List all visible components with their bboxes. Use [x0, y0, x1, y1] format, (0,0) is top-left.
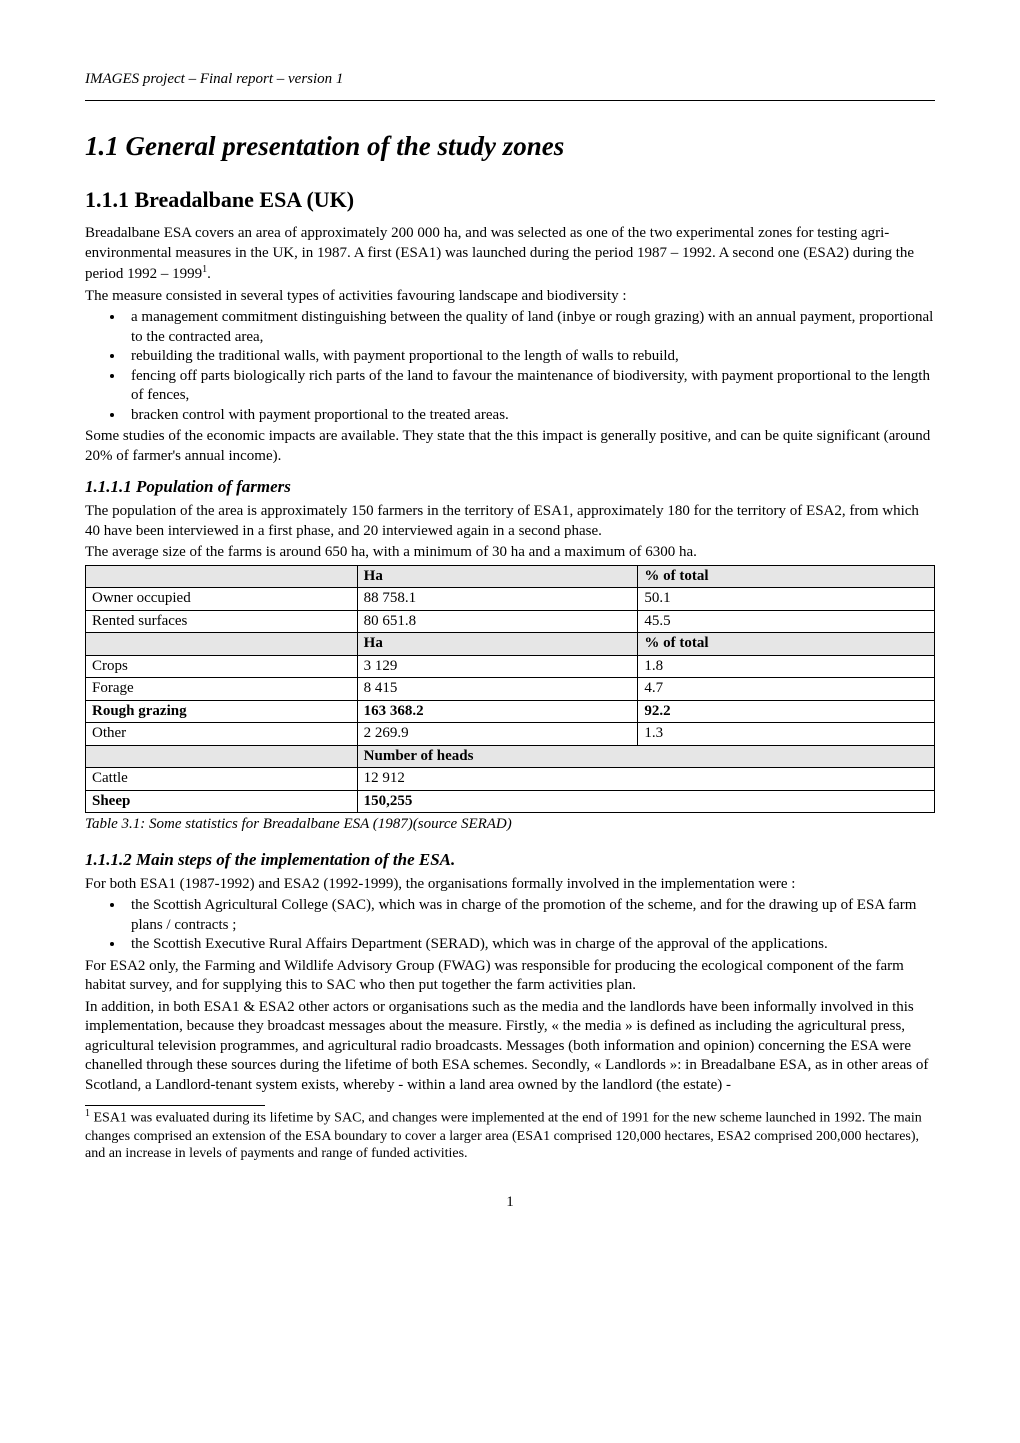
- population-paragraph-2: The average size of the farms is around …: [85, 543, 935, 563]
- table-row: Owner occupied 88 758.1 50.1: [86, 588, 935, 611]
- table-cell: Rented surfaces: [86, 610, 358, 633]
- intro-paragraph-1: Breadalbane ESA covers an area of approx…: [85, 224, 935, 285]
- list-item: rebuilding the traditional walls, with p…: [125, 347, 935, 367]
- table-cell: 8 415: [357, 678, 638, 701]
- table-cell: 88 758.1: [357, 588, 638, 611]
- table-cell: Cattle: [86, 768, 358, 791]
- footnote-1: 1 ESA1 was evaluated during its lifetime…: [85, 1108, 935, 1162]
- table-cell: 2 269.9: [357, 723, 638, 746]
- implementation-paragraph-3: In addition, in both ESA1 & ESA2 other a…: [85, 998, 935, 1096]
- footnote-text: ESA1 was evaluated during its lifetime b…: [85, 1111, 922, 1161]
- table-cell: Owner occupied: [86, 588, 358, 611]
- table-header-cell: % of total: [638, 565, 935, 588]
- table-caption: Table 3.1: Some statistics for Breadalba…: [85, 815, 935, 835]
- organisations-list: the Scottish Agricultural College (SAC),…: [85, 896, 935, 955]
- intro-paragraph-2: The measure consisted in several types o…: [85, 287, 935, 307]
- table-header-cell: [86, 565, 358, 588]
- table-cell: Forage: [86, 678, 358, 701]
- list-item: bracken control with payment proportiona…: [125, 406, 935, 426]
- section-title-h2: 1.1.1 Breadalbane ESA (UK): [85, 186, 935, 215]
- table-cell: Crops: [86, 655, 358, 678]
- section-title-h1: 1.1 General presentation of the study zo…: [85, 129, 935, 164]
- table-row: Cattle 12 912: [86, 768, 935, 791]
- table-cell: 50.1: [638, 588, 935, 611]
- table-header-cell: % of total: [638, 633, 935, 656]
- page-number: 1: [85, 1193, 935, 1213]
- table-row: Other 2 269.9 1.3: [86, 723, 935, 746]
- population-paragraph-1: The population of the area is approximat…: [85, 502, 935, 541]
- section-title-h3-pop: 1.1.1.1 Population of farmers: [85, 476, 935, 498]
- section-title-h3-impl: 1.1.1.2 Main steps of the implementation…: [85, 849, 935, 871]
- header-rule: [85, 100, 935, 101]
- table-header-cell: Ha: [357, 565, 638, 588]
- running-header: IMAGES project – Final report – version …: [85, 70, 935, 100]
- table-cell: 45.5: [638, 610, 935, 633]
- activities-list: a management commitment distinguishing b…: [85, 308, 935, 425]
- table-cell: 4.7: [638, 678, 935, 701]
- table-header-row: Ha % of total: [86, 565, 935, 588]
- list-item: the Scottish Agricultural College (SAC),…: [125, 896, 935, 935]
- table-row: Rough grazing 163 368.2 92.2: [86, 700, 935, 723]
- list-item: fencing off parts biologically rich part…: [125, 367, 935, 406]
- footnote-separator: [85, 1105, 265, 1106]
- table-header-cell: Ha: [357, 633, 638, 656]
- table-header-row: Ha % of total: [86, 633, 935, 656]
- table-cell: 163 368.2: [357, 700, 638, 723]
- list-item: a management commitment distinguishing b…: [125, 308, 935, 347]
- table-header-cell: [86, 745, 358, 768]
- table-cell: 12 912: [357, 768, 934, 791]
- implementation-paragraph-1: For both ESA1 (1987-1992) and ESA2 (1992…: [85, 875, 935, 895]
- table-cell: Other: [86, 723, 358, 746]
- statistics-table: Ha % of total Owner occupied 88 758.1 50…: [85, 565, 935, 814]
- table-cell: 80 651.8: [357, 610, 638, 633]
- implementation-paragraph-2: For ESA2 only, the Farming and Wildlife …: [85, 957, 935, 996]
- table-header-cell: Number of heads: [357, 745, 934, 768]
- table-cell: Sheep: [86, 790, 358, 813]
- intro-text-1-end: .: [207, 266, 211, 282]
- table-cell: 1.8: [638, 655, 935, 678]
- table-cell: Rough grazing: [86, 700, 358, 723]
- table-header-row: Number of heads: [86, 745, 935, 768]
- table-cell: 1.3: [638, 723, 935, 746]
- table-row: Sheep 150,255: [86, 790, 935, 813]
- table-row: Forage 8 415 4.7: [86, 678, 935, 701]
- table-row: Crops 3 129 1.8: [86, 655, 935, 678]
- table-row: Rented surfaces 80 651.8 45.5: [86, 610, 935, 633]
- table-cell: 92.2: [638, 700, 935, 723]
- table-cell: 150,255: [357, 790, 934, 813]
- list-item: the Scottish Executive Rural Affairs Dep…: [125, 935, 935, 955]
- intro-paragraph-3: Some studies of the economic impacts are…: [85, 427, 935, 466]
- table-cell: 3 129: [357, 655, 638, 678]
- table-header-cell: [86, 633, 358, 656]
